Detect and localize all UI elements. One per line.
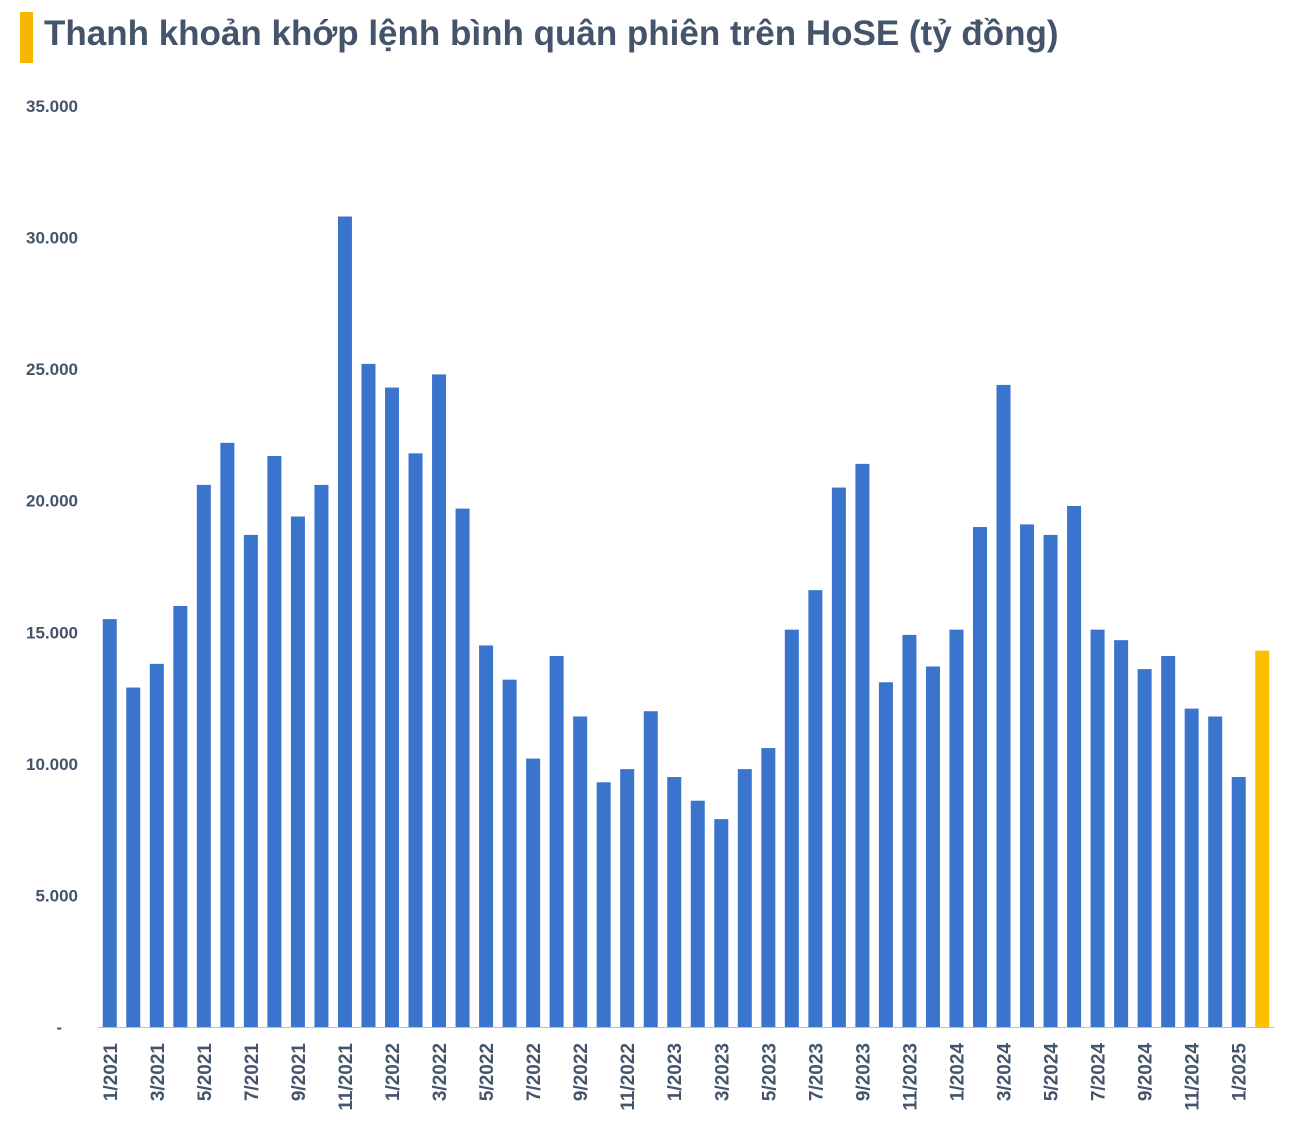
x-tick-label: 7/2024 [1089, 1043, 1110, 1102]
x-tick-label: 11/2024 [1183, 1043, 1204, 1111]
bar-12-2023 [925, 666, 940, 1027]
bar-4-2024 [1020, 524, 1035, 1027]
x-tick-label: 3/2023 [712, 1043, 733, 1101]
x-tick-label: 5/2023 [759, 1043, 780, 1101]
bar-5-2021 [196, 484, 211, 1027]
x-tick-label: 11/2021 [336, 1043, 357, 1111]
x-tick-label: 5/2022 [477, 1043, 498, 1101]
y-tick-label: 20.000 [26, 492, 78, 511]
bar-2-2025 [1255, 650, 1270, 1027]
x-tick-label: 1/2024 [947, 1043, 968, 1102]
bar-1-2024 [949, 629, 964, 1027]
bar-9-2024 [1137, 669, 1152, 1027]
x-tick-label: 9/2024 [1136, 1043, 1157, 1102]
x-tick-label: 1/2021 [101, 1043, 122, 1102]
chart-title: Thanh khoản khớp lệnh bình quân phiên tr… [44, 14, 1059, 53]
bar-11-2024 [1184, 708, 1199, 1027]
bar-10-2024 [1161, 655, 1176, 1027]
bar-10-2022 [596, 782, 611, 1027]
bar-2-2021 [126, 687, 141, 1027]
bar-3-2023 [714, 819, 729, 1027]
x-tick-label: 9/2022 [571, 1043, 592, 1101]
bar-1-2022 [385, 387, 399, 1027]
y-tick-label: - [56, 1018, 62, 1037]
bar-11-2023 [902, 634, 917, 1027]
bar-3-2021 [149, 663, 164, 1027]
y-tick-label: 5.000 [35, 886, 78, 905]
y-axis: - 5.000 10.000 15.000 20.000 25.000 30.000 35.0… [26, 97, 78, 1037]
x-tick-label: 7/2023 [806, 1043, 827, 1101]
bar-2-2023 [690, 800, 705, 1027]
bar-5-2024 [1043, 534, 1058, 1027]
bar-7-2024 [1090, 629, 1105, 1027]
bar-6-2023 [784, 629, 799, 1027]
bar-2-2024 [973, 527, 987, 1027]
y-tick-label: 10.000 [26, 755, 78, 774]
x-tick-label: 11/2023 [900, 1043, 921, 1111]
bar-8-2022 [549, 655, 564, 1027]
x-tick-label: 9/2023 [853, 1043, 874, 1101]
bar-4-2021 [173, 605, 188, 1027]
bar-8-2021 [267, 455, 282, 1028]
bar-8-2023 [831, 487, 846, 1027]
bar-1-2021 [102, 619, 117, 1027]
bar-12-2022 [643, 711, 658, 1027]
bar-5-2023 [761, 748, 776, 1027]
bar-6-2024 [1067, 505, 1082, 1028]
x-tick-label: 5/2021 [195, 1043, 216, 1102]
x-tick-label: 9/2021 [289, 1043, 310, 1102]
bar-12-2021 [361, 363, 376, 1027]
x-tick-label: 1/2022 [383, 1043, 404, 1101]
bar-5-2022 [479, 645, 494, 1027]
bar-10-2023 [878, 682, 893, 1027]
x-tick-label: 3/2021 [148, 1043, 169, 1102]
x-tick-label: 1/2023 [665, 1043, 686, 1101]
x-tick-label: 3/2024 [995, 1043, 1016, 1102]
bar-7-2021 [243, 534, 258, 1027]
bar-3-2022 [432, 374, 447, 1027]
bar-6-2022 [502, 679, 517, 1027]
bar-11-2021 [337, 216, 352, 1027]
bar-11-2022 [620, 769, 635, 1027]
x-tick-label: 3/2022 [430, 1043, 451, 1101]
y-tick-label: 30.000 [26, 229, 78, 248]
bar-9-2023 [855, 463, 870, 1027]
bar-1-2025 [1231, 777, 1246, 1027]
bar-7-2023 [808, 590, 823, 1027]
x-tick-label: 11/2022 [618, 1043, 639, 1111]
bar-12-2024 [1208, 716, 1223, 1027]
x-tick-label: 7/2022 [524, 1043, 545, 1101]
bar-4-2022 [455, 508, 470, 1027]
bar-8-2024 [1114, 640, 1129, 1027]
bar-9-2021 [290, 516, 305, 1027]
y-tick-label: 25.000 [26, 360, 78, 379]
x-axis: 1/2021 3/2021 5/2021 7/2021 9/2021 11/2021 1/2… [101, 1043, 1251, 1111]
bar-7-2022 [526, 758, 541, 1027]
bar-9-2022 [573, 716, 588, 1027]
x-tick-label: 1/2025 [1230, 1043, 1251, 1102]
bar-1-2023 [667, 777, 682, 1027]
bar-10-2021 [314, 484, 329, 1027]
title-accent-bar [20, 12, 33, 63]
bar-4-2023 [737, 769, 752, 1027]
x-tick-label: 7/2021 [242, 1043, 263, 1102]
bar-3-2024 [996, 384, 1011, 1027]
y-tick-label: 35.000 [26, 97, 78, 116]
x-tick-label: 5/2024 [1042, 1043, 1063, 1102]
bars [102, 216, 1270, 1028]
y-tick-label: 15.000 [26, 623, 78, 642]
bar-2-2022 [408, 453, 423, 1028]
bar-6-2021 [220, 442, 235, 1027]
